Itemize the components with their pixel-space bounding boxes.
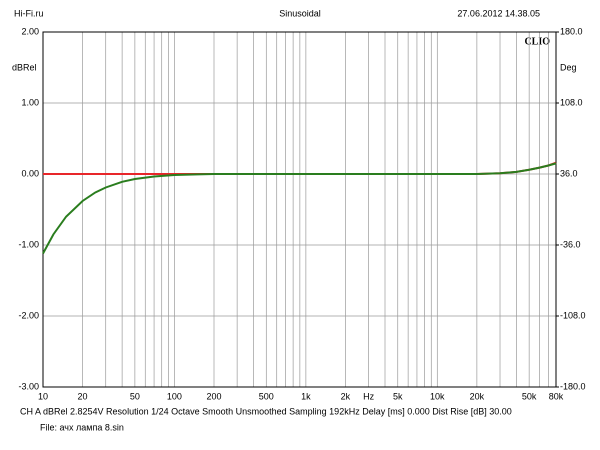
y-tick-label: -1.00 xyxy=(18,239,39,249)
y2-tick-label: 108.0 xyxy=(560,97,583,107)
y2-tick-label: -180.0 xyxy=(560,381,586,391)
x-tick-label: 100 xyxy=(167,391,182,401)
x-tick-label: 2k xyxy=(341,391,351,401)
y2-tick-label: 180.0 xyxy=(560,26,583,36)
series-line xyxy=(42,162,557,254)
y2-tick-label: -108.0 xyxy=(560,310,586,320)
y2-axis-label: Deg xyxy=(560,62,577,72)
header-right: 27.06.2012 14.38.05 xyxy=(457,8,540,18)
x-tick-label: 20 xyxy=(78,391,88,401)
y-tick-label: 2.00 xyxy=(21,26,39,36)
x-tick-label: 1k xyxy=(301,391,311,401)
x-tick-label: 200 xyxy=(206,391,221,401)
y2-tick-label: 36.0 xyxy=(560,168,578,178)
x-tick-label: 50k xyxy=(522,391,537,401)
x-tick-label: 50 xyxy=(130,391,140,401)
footer: CH A dBRel 2.8254V Resolution 1/24 Octav… xyxy=(20,406,512,416)
y-tick-label: -3.00 xyxy=(18,381,39,391)
x-tick-label: 10k xyxy=(430,391,445,401)
x-tick-label: 10 xyxy=(38,391,48,401)
file-name: File: ачх лампа 8.sin xyxy=(40,422,124,432)
y-tick-label: -2.00 xyxy=(18,310,39,320)
x-tick-label: 5k xyxy=(393,391,403,401)
x-tick-label: 80k xyxy=(549,391,564,401)
plot-frame xyxy=(42,31,557,388)
x-tick-label: 20k xyxy=(470,391,485,401)
brand: CLIO xyxy=(524,36,550,47)
y-tick-label: 1.00 xyxy=(21,97,39,107)
x-tick-label: 500 xyxy=(259,391,274,401)
header-left: Hi-Fi.ru xyxy=(14,8,44,18)
x-tick-label: Hz xyxy=(363,391,374,401)
y-tick-label: 0.00 xyxy=(21,168,39,178)
y-axis-label: dBRel xyxy=(12,62,37,72)
y2-tick-label: -36.0 xyxy=(560,239,581,249)
chart-title: Sinusoidal xyxy=(279,8,321,18)
